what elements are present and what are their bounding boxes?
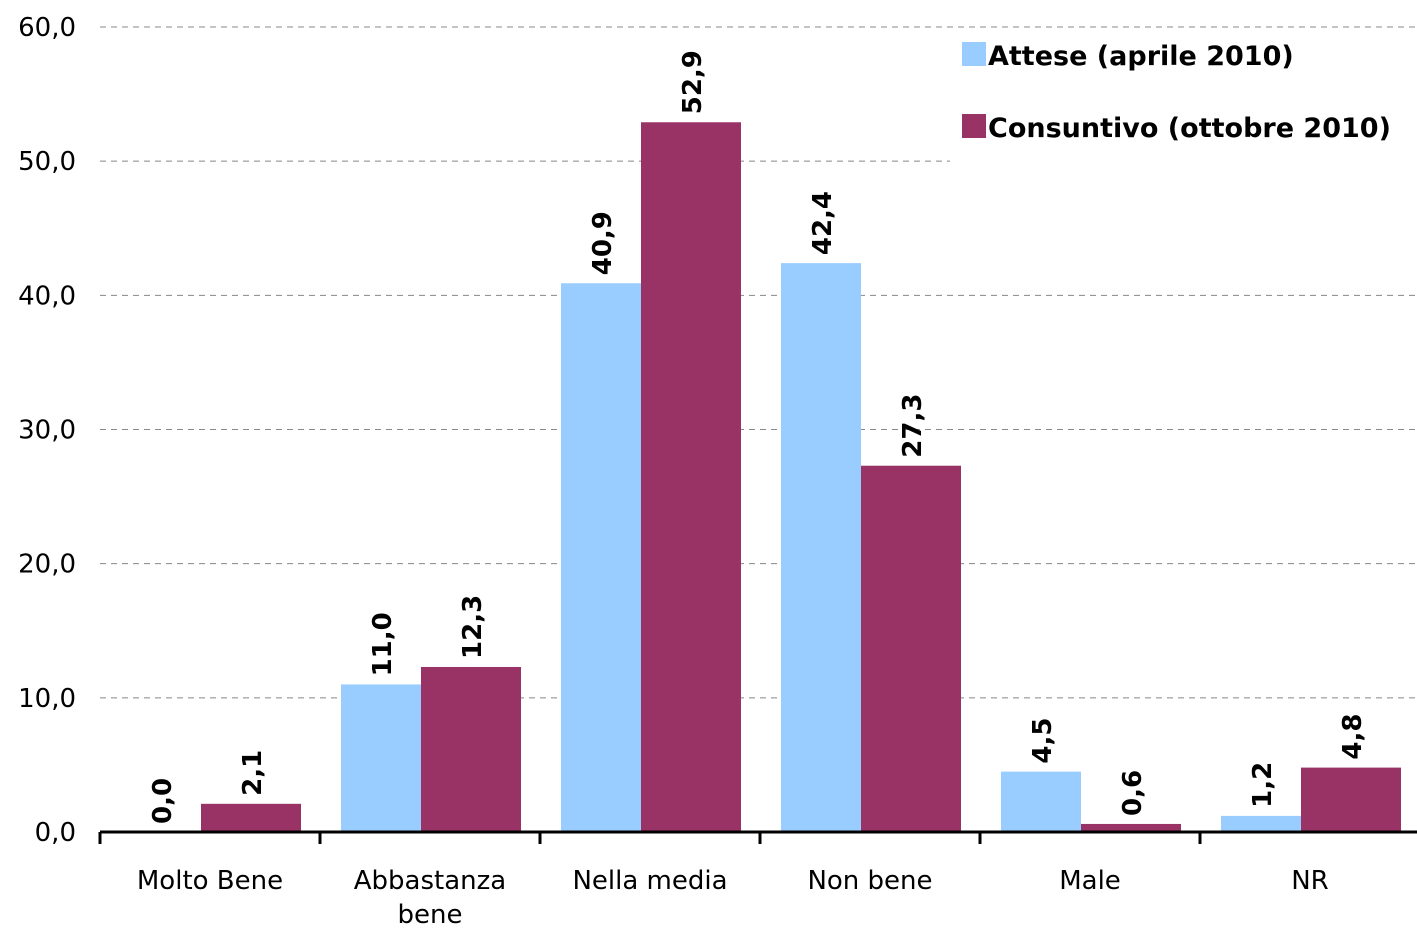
legend-label: Attese (aprile 2010)	[988, 41, 1294, 72]
bar	[781, 263, 861, 833]
x-tick-label: Non bene	[807, 866, 933, 896]
bar	[641, 122, 741, 833]
y-tick-label: 0,0	[35, 818, 76, 848]
bar	[561, 283, 641, 833]
data-label: 27,3	[898, 394, 928, 458]
y-tick-label: 40,0	[18, 281, 76, 311]
data-label: 11,0	[368, 612, 398, 676]
bar	[421, 666, 521, 832]
y-tick-label: 60,0	[18, 13, 76, 43]
data-label: 0,0	[148, 778, 178, 824]
data-label: 2,1	[238, 750, 268, 796]
x-tick-label: NR	[1291, 866, 1329, 896]
data-label: 12,3	[458, 595, 488, 659]
x-tick-label: Male	[1059, 866, 1121, 896]
legend-swatch	[962, 42, 986, 66]
data-label: 42,4	[808, 191, 838, 255]
bar	[341, 684, 421, 832]
data-label: 1,2	[1248, 762, 1278, 808]
x-tick-label: Nella media	[572, 866, 728, 896]
data-label: 40,9	[588, 211, 618, 275]
bar	[201, 803, 301, 832]
y-tick-label: 50,0	[18, 147, 76, 177]
y-tick-label: 10,0	[18, 684, 76, 714]
y-tick-label: 30,0	[18, 416, 76, 446]
x-tick-label: Molto Bene	[136, 866, 284, 896]
data-label: 52,9	[678, 50, 708, 114]
y-tick-label: 20,0	[18, 550, 76, 580]
data-label: 4,8	[1338, 714, 1368, 760]
legend-label: Consuntivo (ottobre 2010)	[988, 113, 1391, 144]
legend-swatch	[962, 114, 986, 138]
bar	[1081, 823, 1181, 832]
bar	[1221, 815, 1301, 832]
bar	[1301, 767, 1401, 832]
data-label: 0,6	[1118, 770, 1148, 816]
bar	[861, 465, 961, 832]
x-tick-label: Abbastanza bene	[353, 866, 507, 930]
bar	[1001, 771, 1081, 832]
legend-box	[950, 32, 1417, 162]
data-label: 4,5	[1028, 718, 1058, 764]
